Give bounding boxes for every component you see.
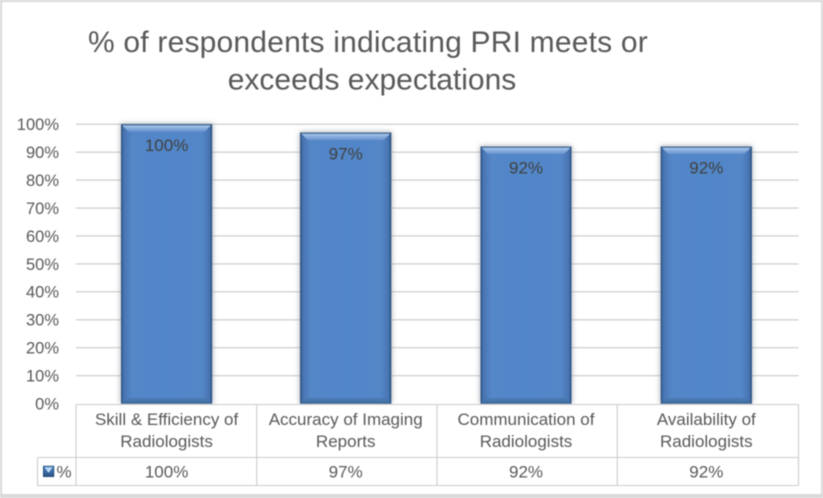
svg-text:Communication of: Communication of (457, 410, 594, 429)
svg-text:Skill & Efficiency of: Skill & Efficiency of (95, 410, 239, 429)
svg-text:40%: 40% (26, 284, 59, 302)
svg-text:100%: 100% (145, 136, 188, 155)
svg-text:92%: 92% (689, 463, 723, 482)
svg-text:97%: 97% (329, 463, 363, 482)
svg-text:92%: 92% (509, 158, 543, 177)
svg-text:%: % (57, 463, 72, 482)
svg-text:Availability of: Availability of (657, 410, 756, 429)
svg-text:Radiologists: Radiologists (120, 432, 213, 451)
svg-text:Reports: Reports (316, 432, 376, 451)
svg-text:10%: 10% (26, 368, 59, 386)
svg-text:Radiologists: Radiologists (660, 432, 753, 451)
svg-text:20%: 20% (26, 340, 59, 358)
svg-text:60%: 60% (26, 228, 59, 246)
svg-text:92%: 92% (689, 158, 723, 177)
svg-text:100%: 100% (17, 116, 60, 134)
svg-text:% of respondents indicating PR: % of respondents indicating PRI meets or (88, 26, 648, 59)
svg-text:Accuracy of Imaging: Accuracy of Imaging (269, 410, 423, 429)
svg-text:50%: 50% (26, 256, 59, 274)
svg-text:30%: 30% (26, 312, 59, 330)
svg-text:97%: 97% (329, 144, 363, 163)
svg-text:100%: 100% (145, 463, 188, 482)
svg-text:0%: 0% (35, 396, 59, 414)
svg-text:92%: 92% (509, 463, 543, 482)
svg-text:90%: 90% (26, 144, 59, 162)
svg-text:80%: 80% (26, 172, 59, 190)
svg-text:Radiologists: Radiologists (480, 432, 573, 451)
svg-text:70%: 70% (26, 200, 59, 218)
svg-text:exceeds expectations: exceeds expectations (228, 64, 517, 97)
